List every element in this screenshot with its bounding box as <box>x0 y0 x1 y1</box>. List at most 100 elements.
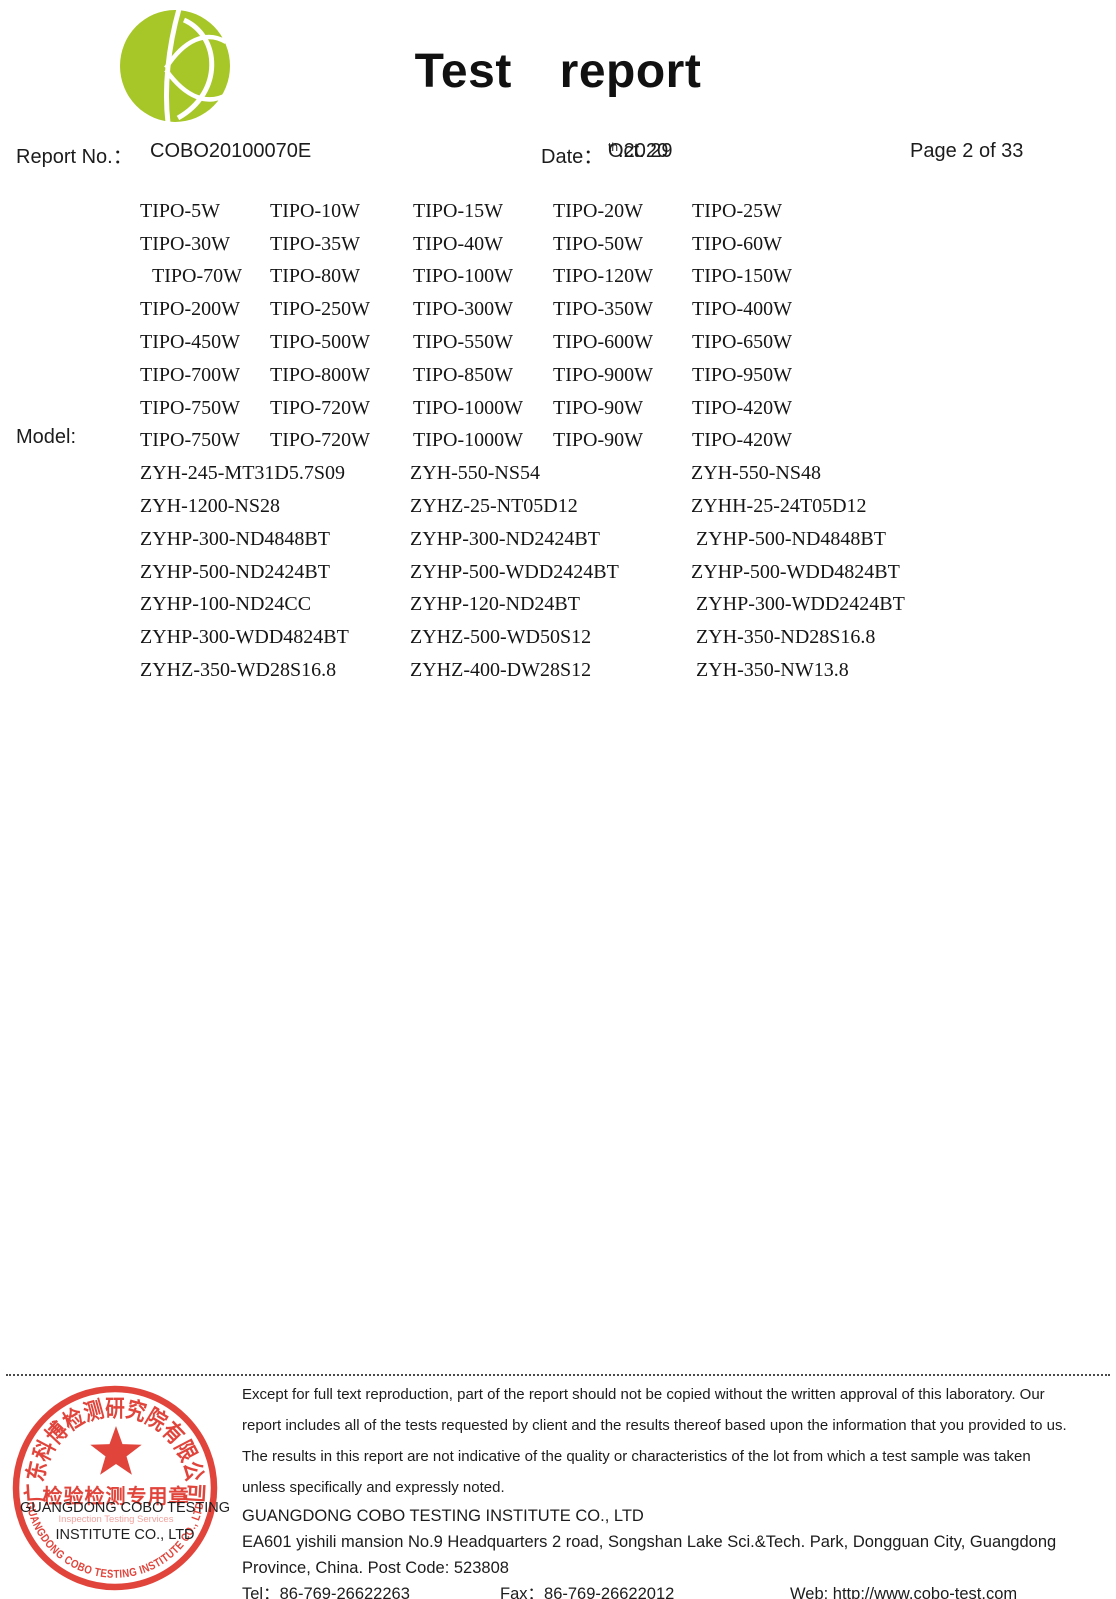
date-label: Date： <box>541 146 604 168</box>
model-cell: TIPO-900W <box>553 363 653 386</box>
company-info: GUANGDONG COBO TESTING INSTITUTE CO., LT… <box>242 1503 1104 1599</box>
model-row: TIPO-450W TIPO-500W TIPO-550W TIPO-600W … <box>140 326 1100 359</box>
web-url: http://www.cobo-test.com <box>832 1585 1018 1599</box>
model-cell: ZYHP-500-WDD4824BT <box>691 560 900 583</box>
logo-cut-lower <box>164 68 230 102</box>
model-cell: TIPO-50W <box>553 232 643 255</box>
model-cell: TIPO-420W <box>692 429 792 452</box>
model-row: TIPO-750W TIPO-720W TIPO-1000W TIPO-90W … <box>140 392 1100 425</box>
model-cell: TIPO-500W <box>270 331 370 354</box>
model-cell: TIPO-90W <box>553 396 643 419</box>
model-row: TIPO-700W TIPO-800W TIPO-850W TIPO-900W … <box>140 359 1100 392</box>
logo-cut-upper <box>164 34 228 70</box>
disclaimer-line: report includes all of the tests request… <box>242 1417 1067 1434</box>
model-cell: TIPO-700W <box>140 363 240 386</box>
page-number: Page 2 of 33 <box>910 140 1024 162</box>
model-cell: TIPO-420W <box>692 396 792 419</box>
model-row: TIPO-200W TIPO-250W TIPO-300W TIPO-350W … <box>140 293 1100 326</box>
model-row: ZYH-245-MT31D5.7S09 ZYH-550-NS54 ZYH-550… <box>140 457 1100 490</box>
footer-divider <box>6 1374 1110 1376</box>
model-cell: ZYH-550-NS48 <box>691 462 821 485</box>
model-cell: ZYH-350-NW13.8 <box>696 659 849 682</box>
model-cell: ZYHP-300-ND2424BT <box>410 527 600 550</box>
tel-label: Tel： <box>242 1585 280 1599</box>
model-row: ZYHP-300-ND4848BT ZYHP-300-ND2424BT ZYHP… <box>140 523 1100 556</box>
report-no-label: Report No.： <box>16 146 133 168</box>
model-cell: ZYHZ-400-DW28S12 <box>410 659 592 682</box>
model-row: ZYH-1200-NS28 ZYHZ-25-NT05D12 ZYHH-25-24… <box>140 490 1100 523</box>
model-cell: TIPO-600W <box>553 331 653 354</box>
model-cell: TIPO-25W <box>692 199 782 222</box>
model-cell: ZYHZ-500-WD50S12 <box>410 626 592 649</box>
model-cell: TIPO-400W <box>692 298 792 321</box>
page-title: Test report <box>414 45 702 98</box>
model-row: ZYHP-100-ND24CC ZYHP-120-ND24BT ZYHP-300… <box>140 589 1100 622</box>
model-cell: ZYH-1200-NS28 <box>140 495 280 518</box>
model-cell: ZYHP-500-ND2424BT <box>140 560 330 583</box>
disclaimer: Except for full text reproduction, part … <box>242 1379 1104 1503</box>
model-row: ZYHP-300-WDD4824BT ZYHZ-500-WD50S12 ZYH-… <box>140 621 1100 654</box>
model-cell: TIPO-720W <box>270 429 370 452</box>
model-cell: TIPO-1000W <box>413 429 523 452</box>
model-row: TIPO-750W TIPO-720W TIPO-1000W TIPO-90W … <box>140 425 1100 458</box>
model-cell: TIPO-250W <box>270 298 370 321</box>
model-cell: TIPO-950W <box>692 363 792 386</box>
model-cell: ZYHP-100-ND24CC <box>140 593 312 616</box>
model-cell: TIPO-100W <box>413 265 513 288</box>
date-year: .2020 <box>618 140 669 162</box>
disclaimer-line: The results in this report are not indic… <box>242 1448 1031 1465</box>
model-cell: TIPO-80W <box>270 265 360 288</box>
model-cell: TIPO-350W <box>553 298 653 321</box>
model-label: Model: <box>16 426 77 448</box>
company-name: GUANGDONG COBO TESTING INSTITUTE CO., LT… <box>242 1507 644 1525</box>
model-row: TIPO-30W TIPO-35W TIPO-40W TIPO-50W TIPO… <box>140 228 1100 261</box>
report-meta-row: Report No.： COBO20100070E Date： Oct. 29 t… <box>0 140 1116 168</box>
model-cell: TIPO-200W <box>140 298 240 321</box>
company-address-line1: EA601 yishili mansion No.9 Headquarters … <box>242 1533 1057 1551</box>
model-table: TIPO-5W TIPO-10W TIPO-15W TIPO-20W TIPO-… <box>140 195 1100 687</box>
model-cell: TIPO-650W <box>692 331 792 354</box>
model-cell: TIPO-5W <box>140 199 220 222</box>
model-cell: ZYHP-300-WDD4824BT <box>140 626 349 649</box>
logo-cut-right <box>176 17 215 121</box>
date-ordinal: th <box>608 140 619 154</box>
contact-line: Tel：86-769-26622263 Fax：86-769-26622012 … <box>242 1581 1104 1599</box>
seal-star-icon <box>90 1426 142 1475</box>
seal-sub-text: Inspection Testing Services <box>59 1514 174 1525</box>
model-cell: TIPO-300W <box>413 298 513 321</box>
model-row: ZYHZ-350-WD28S16.8 ZYHZ-400-DW28S12 ZYH-… <box>140 654 1100 687</box>
telephone: Tel：86-769-26622263 <box>242 1581 410 1599</box>
model-cell: TIPO-35W <box>270 232 360 255</box>
model-cell: TIPO-30W <box>140 232 230 255</box>
company-logo-icon <box>120 8 230 124</box>
company-address-line2: Province, China. Post Code: 523808 <box>242 1559 509 1577</box>
website: Web: http://www.cobo-test.com <box>790 1581 1017 1599</box>
disclaimer-line: unless specifically and expressly noted. <box>242 1479 505 1496</box>
model-cell: ZYHP-120-ND24BT <box>410 593 580 616</box>
model-cell: TIPO-800W <box>270 363 370 386</box>
model-cell: TIPO-70W <box>152 265 242 288</box>
model-cell: TIPO-60W <box>692 232 782 255</box>
model-row: TIPO-70W TIPO-80W TIPO-100W TIPO-120W TI… <box>140 261 1100 294</box>
letterhead-company-line2: INSTITUTE CO., LTD <box>55 1527 195 1543</box>
seal-purpose-text: 检验检测专用章 <box>43 1484 190 1508</box>
fax-value: 86-769-26622012 <box>544 1585 675 1599</box>
model-cell: TIPO-120W <box>553 265 653 288</box>
tel-value: 86-769-26622263 <box>279 1585 410 1599</box>
report-no-value: COBO20100070E <box>150 140 312 162</box>
model-cell: TIPO-150W <box>692 265 792 288</box>
fax: Fax：86-769-26622012 <box>500 1581 674 1599</box>
model-row: ZYHP-500-ND2424BT ZYHP-500-WDD2424BT ZYH… <box>140 556 1100 589</box>
model-cell: TIPO-850W <box>413 363 513 386</box>
model-cell: TIPO-10W <box>270 199 360 222</box>
model-cell: TIPO-720W <box>270 396 370 419</box>
model-cell: TIPO-40W <box>413 232 503 255</box>
fax-label: Fax： <box>500 1585 545 1599</box>
model-cell: ZYHH-25-24T05D12 <box>691 495 867 518</box>
model-cell: ZYHP-300-ND4848BT <box>140 527 330 550</box>
model-cell: TIPO-15W <box>413 199 503 222</box>
model-cell: ZYHP-300-WDD2424BT <box>696 593 905 616</box>
web-label: Web: <box>790 1585 833 1599</box>
